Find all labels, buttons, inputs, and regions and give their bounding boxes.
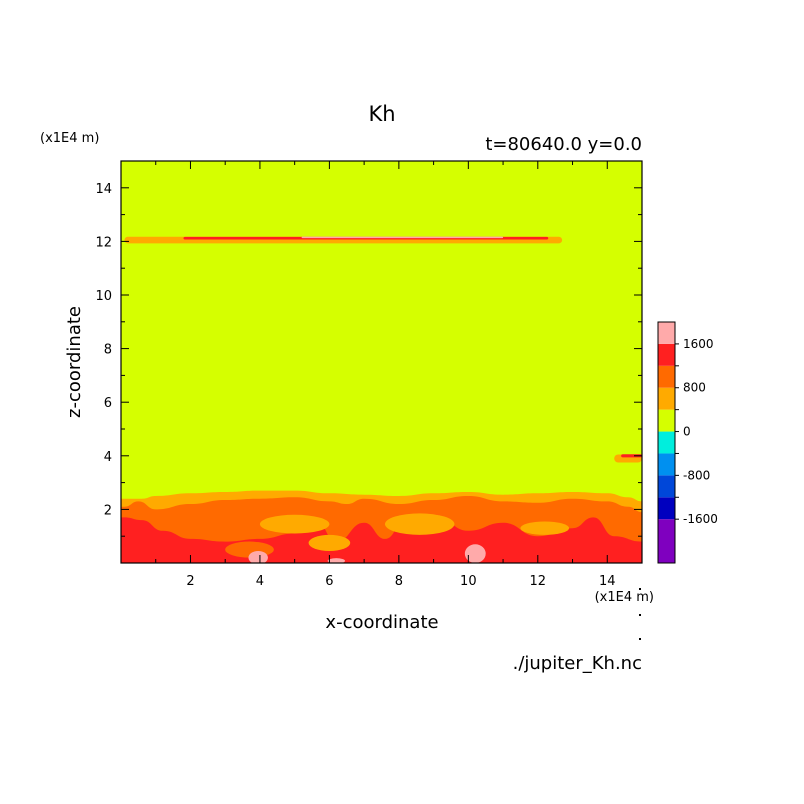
colorbar-swatch [658, 387, 675, 410]
contour-blob-pink [248, 550, 268, 563]
colorbar-swatch [658, 431, 675, 454]
contour-blob-orange [520, 521, 570, 535]
y-tick-label: 4 [104, 450, 112, 465]
x-tick-label: 6 [325, 574, 333, 589]
marker-dots [639, 588, 641, 640]
y-tick-label: 12 [95, 235, 112, 250]
plot-frame [120, 160, 643, 564]
contour-blob-orange [384, 513, 455, 535]
y-axis-label: z-coordinate [64, 306, 85, 418]
colorbar-swatch [658, 453, 675, 476]
y-unit-label: (x1E4 m) [40, 131, 99, 146]
y-tick-label: 14 [95, 182, 112, 197]
y-tick-label: 6 [104, 396, 112, 411]
colorbar-label: -1600 [683, 512, 718, 526]
contour-bands [124, 236, 642, 463]
x-tick-label: 10 [460, 574, 477, 589]
marker-dot [639, 614, 641, 616]
y-tick-label: 8 [104, 343, 112, 358]
x-tick-label: 4 [256, 574, 264, 589]
contour-blob-pink [327, 558, 346, 563]
y-tick-label: 10 [95, 289, 112, 304]
colorbar-swatch [658, 322, 675, 344]
marker-dot [639, 588, 641, 590]
contour-blob-orange [308, 534, 351, 551]
contour-blob-pink [464, 544, 486, 563]
contour-band-red [621, 454, 642, 458]
colorbar-frame [657, 321, 676, 564]
x-axis-label: x-coordinate [325, 612, 438, 633]
marker-dot [639, 638, 641, 640]
x-axis: 2 4 6 8 10 12 14 [155, 161, 643, 589]
colorbar-swatch [658, 497, 675, 520]
chart-subtitle: t=80640.0 y=0.0 [485, 134, 642, 155]
plot-area [121, 161, 642, 563]
source-filename: ./jupiter_Kh.nc [513, 653, 642, 674]
x-tick-label: 14 [599, 574, 616, 589]
x-tick-label: 12 [530, 574, 547, 589]
colorbar-label: -800 [683, 468, 710, 482]
colorbar-swatch [658, 519, 675, 563]
x-tick-label: 8 [395, 574, 403, 589]
contour-blob-orange [259, 514, 330, 534]
colorbar-swatch [658, 475, 675, 498]
colorbar-label: 0 [683, 425, 691, 439]
contour-blobs [225, 513, 570, 563]
colorbar-swatch [658, 365, 675, 388]
colorbar-label: 800 [683, 381, 706, 395]
colorbar-swatch [658, 409, 675, 432]
chart-title: Kh [368, 102, 395, 126]
y-tick-label: 2 [104, 503, 112, 518]
contour-band-pink [301, 236, 504, 239]
y-axis: 2 4 6 8 10 12 14 [95, 160, 642, 537]
x-unit-label: (x1E4 m) [595, 590, 654, 605]
colorbar: 1600 800 0 -800 -1600 [657, 321, 718, 564]
colorbar-label: 1600 [683, 337, 714, 351]
colorbar-swatch [658, 343, 675, 366]
x-tick-label: 2 [186, 574, 194, 589]
